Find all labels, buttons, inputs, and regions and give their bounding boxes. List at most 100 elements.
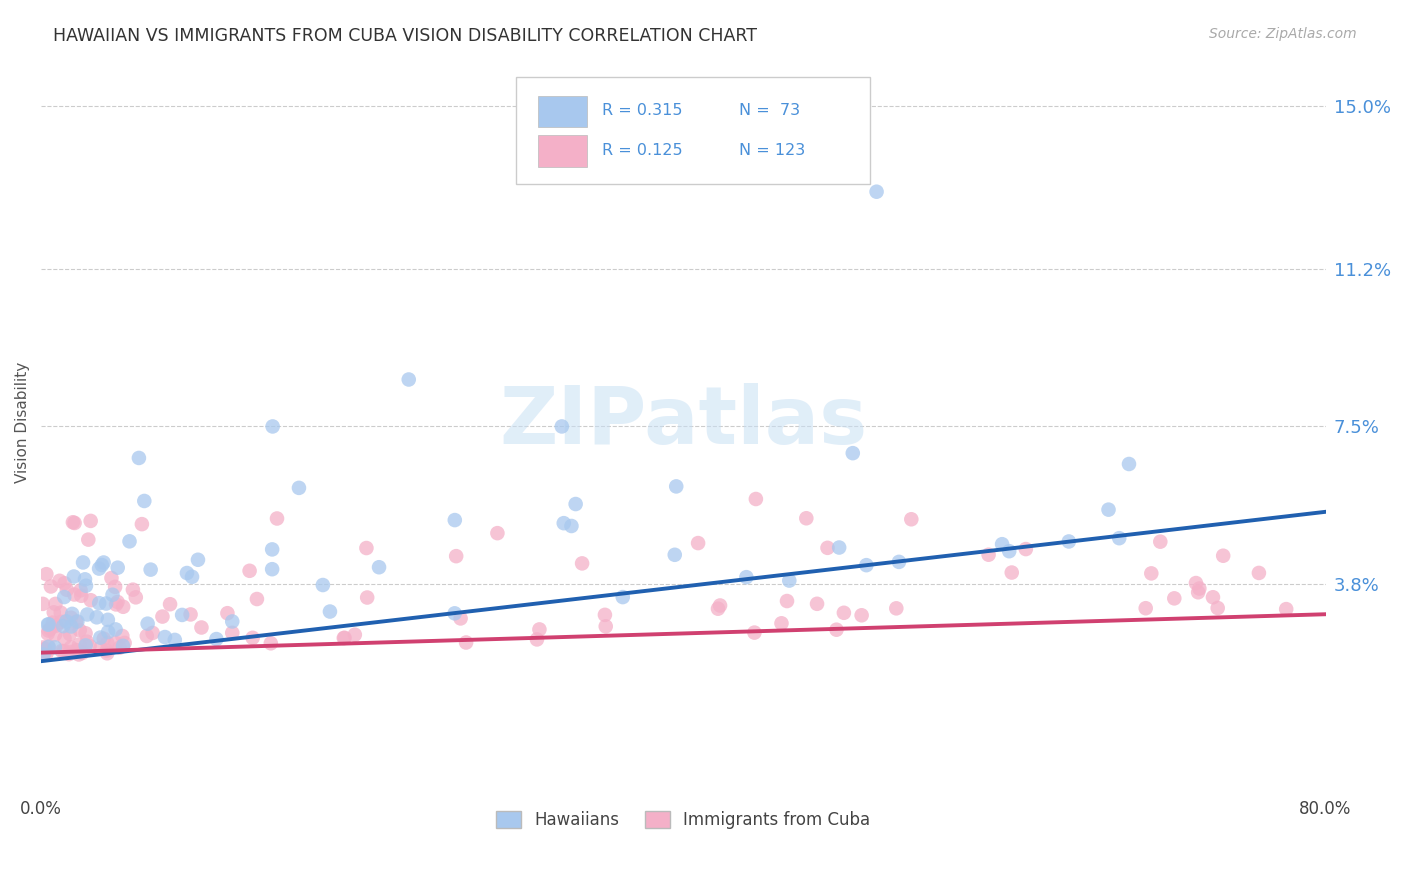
Point [89, 596, 111, 610]
Point [77, 533, 100, 547]
Point [312, 578, 335, 592]
Point [1015, 542, 1038, 557]
Point [262, 562, 284, 576]
Point [1163, 591, 1185, 606]
Point [111, 629, 134, 643]
Point [665, 479, 688, 493]
Text: R = 0.315: R = 0.315 [602, 103, 683, 119]
Point [75, 626, 97, 640]
Point [595, 619, 617, 633]
Point [187, 553, 209, 567]
Point [34, 642, 56, 657]
Point [45, 618, 67, 632]
Point [53, 590, 76, 604]
Point [63, 516, 86, 530]
Point [62, 515, 84, 529]
Point [744, 625, 766, 640]
Legend: Hawaiians, Immigrants from Cuba: Hawaiians, Immigrants from Cuba [489, 805, 877, 836]
Point [37, 626, 59, 640]
Point [977, 548, 1000, 562]
Point [142, 626, 165, 640]
Point [526, 632, 548, 647]
Point [1108, 531, 1130, 545]
Point [86, 610, 108, 624]
Point [887, 555, 910, 569]
Point [67, 648, 90, 662]
Point [89, 640, 111, 655]
Text: Source: ZipAtlas.com: Source: ZipAtlas.com [1209, 27, 1357, 41]
Point [122, 582, 145, 597]
Point [44, 627, 66, 641]
Text: HAWAIIAN VS IMMIGRANTS FROM CUBA VISION DISABILITY CORRELATION CHART: HAWAIIAN VS IMMIGRANTS FROM CUBA VISION … [53, 27, 758, 45]
Point [221, 625, 243, 640]
Point [343, 628, 366, 642]
Point [65, 615, 87, 629]
Point [770, 616, 793, 631]
Point [104, 623, 127, 637]
FancyBboxPatch shape [516, 78, 869, 184]
Point [53, 576, 76, 591]
Point [35, 567, 58, 582]
Point [63, 569, 86, 583]
Point [778, 574, 800, 588]
Y-axis label: Vision Disability: Vision Disability [15, 361, 30, 483]
Text: R = 0.125: R = 0.125 [602, 143, 683, 158]
Point [181, 570, 204, 584]
Point [53, 632, 76, 646]
Point [1206, 601, 1229, 615]
Point [745, 491, 768, 506]
Point [1118, 457, 1140, 471]
Point [190, 620, 212, 634]
Point [262, 419, 284, 434]
Point [217, 606, 239, 620]
Point [125, 591, 148, 605]
Point [104, 636, 127, 650]
Point [456, 635, 478, 649]
FancyBboxPatch shape [538, 95, 586, 127]
Point [832, 606, 855, 620]
Point [152, 609, 174, 624]
Point [1149, 534, 1171, 549]
Point [72, 646, 94, 660]
Point [94, 597, 117, 611]
Point [128, 450, 150, 465]
Point [112, 599, 135, 614]
Point [63, 587, 86, 601]
Point [776, 594, 799, 608]
Point [66, 643, 89, 657]
Point [104, 580, 127, 594]
Point [108, 640, 131, 655]
Point [55, 615, 77, 629]
Point [52, 644, 75, 658]
Point [664, 548, 686, 562]
FancyBboxPatch shape [538, 136, 586, 167]
Point [89, 631, 111, 645]
Text: N = 123: N = 123 [738, 143, 804, 158]
Point [35, 647, 58, 661]
Point [180, 607, 202, 622]
Point [1001, 566, 1024, 580]
Point [44, 640, 66, 655]
Point [42, 615, 65, 630]
Point [319, 605, 342, 619]
Point [239, 564, 262, 578]
Point [564, 497, 586, 511]
Point [153, 630, 176, 644]
Point [52, 619, 75, 633]
Point [159, 597, 181, 611]
Point [90, 558, 112, 572]
Point [709, 599, 731, 613]
Point [39, 622, 62, 636]
Point [884, 601, 907, 615]
Point [553, 516, 575, 531]
Point [529, 623, 551, 637]
Point [356, 591, 378, 605]
Point [37, 617, 59, 632]
Point [42, 606, 65, 620]
Point [1135, 601, 1157, 615]
Point [998, 544, 1021, 558]
Point [67, 638, 90, 652]
Point [48, 574, 70, 588]
Point [1057, 534, 1080, 549]
Point [93, 556, 115, 570]
